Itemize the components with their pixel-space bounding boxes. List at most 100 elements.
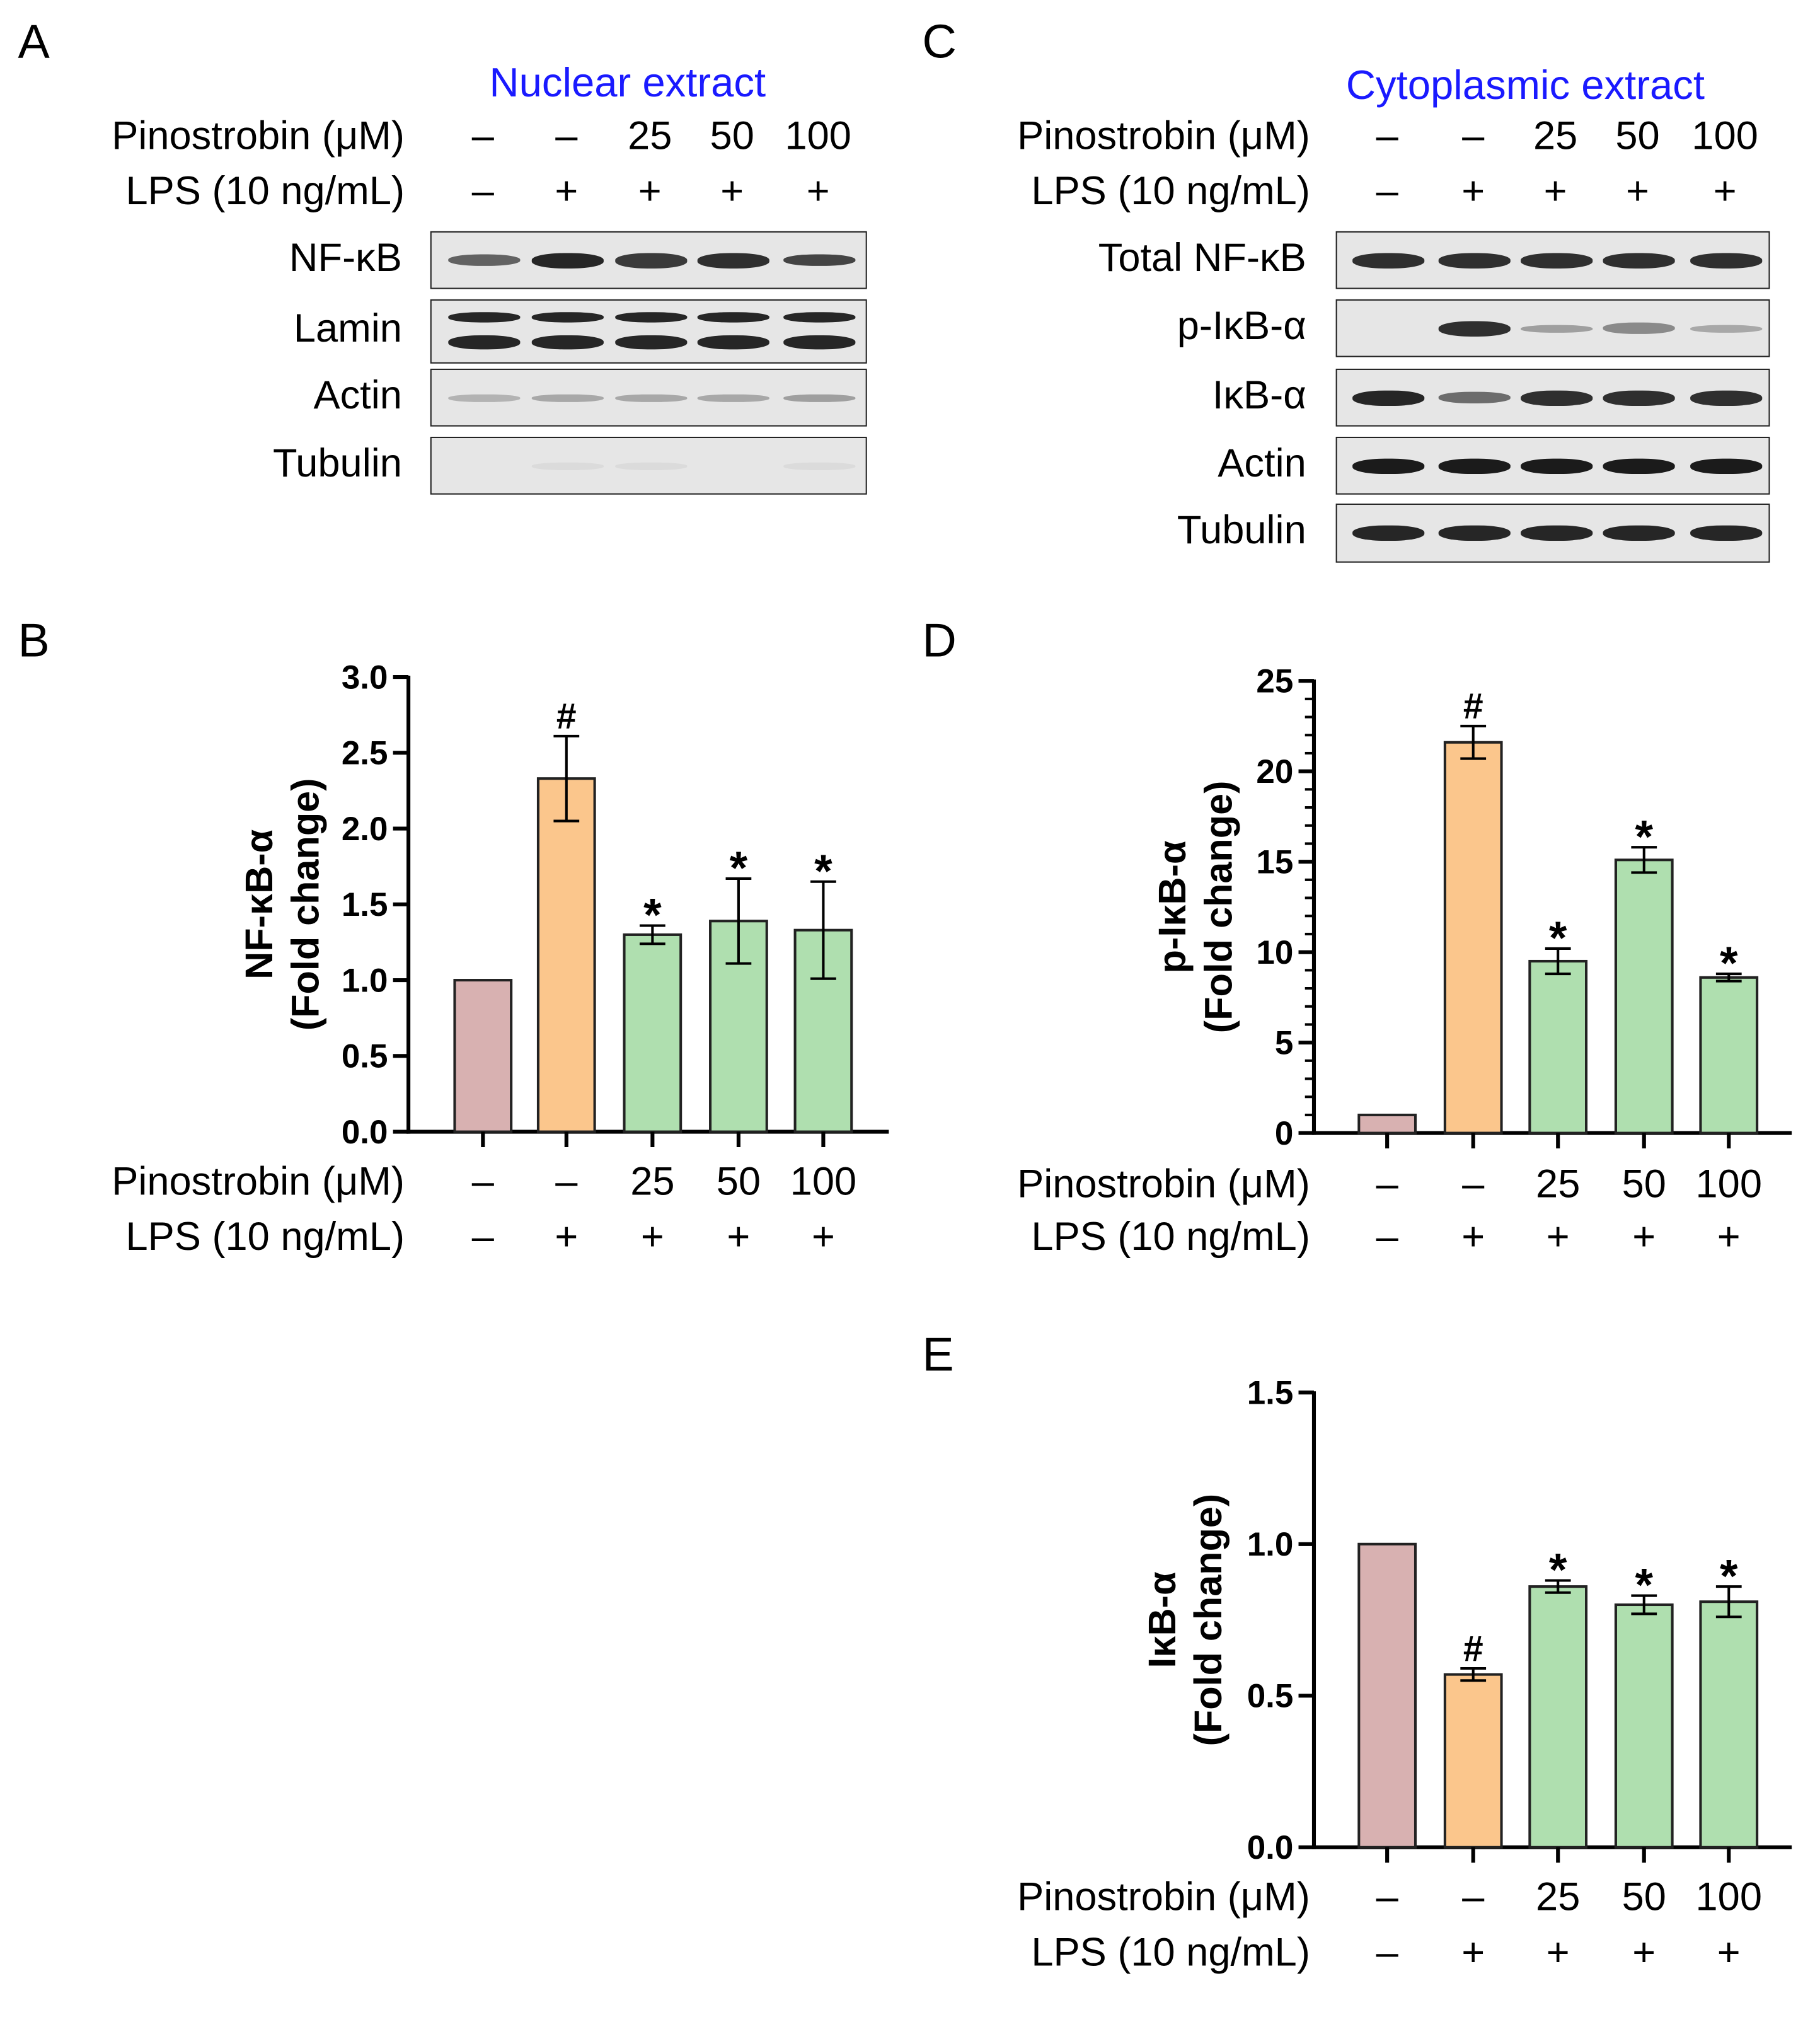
- panel-a-blot-band: [448, 393, 521, 402]
- panel-c-lps-value: –: [1376, 168, 1398, 214]
- y-axis-label-line2: (Fold change): [284, 778, 326, 1031]
- panel-a-blot-band: [615, 313, 688, 323]
- panel-d-letter: D: [922, 614, 957, 667]
- panel-a-pinostrobin-value: –: [471, 113, 494, 158]
- y-tick-label: 0.5: [342, 1038, 388, 1075]
- y-tick-label: 0.5: [1247, 1678, 1294, 1715]
- panel-c-blot-label: Actin: [1218, 440, 1306, 485]
- panel-c-blot-label: p-IκB-α: [1177, 302, 1306, 348]
- significance-marker: *: [1720, 937, 1738, 989]
- panel-c-blot-band: [1521, 252, 1593, 268]
- panel-e-lps-label: LPS (10 ng/mL): [1031, 1929, 1310, 1975]
- y-tick-label: 15: [1256, 844, 1293, 881]
- significance-marker: *: [814, 845, 832, 897]
- significance-marker: #: [1463, 1629, 1483, 1669]
- panel-a-letter: A: [18, 15, 50, 69]
- bar: [1357, 1542, 1417, 1849]
- panel-b-lps-value: +: [811, 1214, 835, 1259]
- bar: [1443, 1673, 1503, 1849]
- y-tick-label: 1.0: [342, 962, 388, 999]
- panel-e-pinostrobin-label: Pinostrobin (μM): [1017, 1874, 1310, 1919]
- y-axis-label-line1: p-IκB-α: [1151, 840, 1194, 973]
- panel-c-lps-value: +: [1543, 168, 1567, 214]
- panel-b-pinostrobin-value: –: [555, 1158, 578, 1204]
- panel-c-blot-band: [1521, 525, 1593, 541]
- panel-a-blot-image: [430, 368, 867, 427]
- panel-c-blot-band: [1603, 458, 1675, 474]
- panel-c-pinostrobin-value: 50: [1615, 113, 1660, 158]
- panel-a-blot-image: [430, 299, 867, 364]
- panel-a-blot-label: NF-κB: [289, 234, 402, 280]
- panel-c-blot-image: [1335, 231, 1770, 289]
- panel-a-blot-band: [697, 252, 769, 268]
- significance-marker: *: [730, 842, 748, 894]
- panel-d-lps-value: +: [1632, 1214, 1656, 1259]
- panel-a-blot-band: [531, 252, 604, 268]
- panel-b-pinostrobin-label: Pinostrobin (μM): [112, 1158, 405, 1204]
- panel-e-lps-value: –: [1376, 1929, 1398, 1975]
- panel-c-blot-band: [1603, 390, 1675, 406]
- panel-a-heading: Nuclear extract: [489, 59, 766, 106]
- panel-b-pinostrobin-value: –: [471, 1158, 494, 1204]
- chart-d-svg: 0 5 10 15 20 25 p-IκB-α (Fold change) # * * *: [1151, 663, 1792, 1152]
- panel-a-blot-band: [697, 335, 769, 350]
- panel-d-lps-value: +: [1717, 1214, 1741, 1259]
- bar: [623, 933, 682, 1133]
- panel-a-blot-band: [783, 313, 856, 323]
- y-axis-label-line2: (Fold change): [1187, 1494, 1230, 1747]
- panel-e-lps-value: +: [1632, 1929, 1656, 1975]
- panel-a-blot-band: [615, 461, 688, 470]
- panel-e-pinostrobin-value: –: [1462, 1874, 1485, 1919]
- panel-a-blot-band: [448, 335, 521, 350]
- y-tick-label: 25: [1256, 663, 1293, 700]
- panel-c-blot-band: [1352, 525, 1425, 541]
- panel-e-pinostrobin-value: –: [1376, 1874, 1398, 1919]
- bar: [536, 777, 596, 1133]
- panel-b-lps-value: –: [471, 1214, 494, 1259]
- panel-a-pinostrobin-label: Pinostrobin (μM): [112, 113, 405, 158]
- panel-d-lps-value: +: [1546, 1214, 1570, 1259]
- panel-b-lps-value: +: [727, 1214, 751, 1259]
- panel-a-blot-label: Actin: [313, 372, 402, 417]
- y-tick-label: 10: [1256, 934, 1293, 971]
- panel-a-pinostrobin-value: 100: [785, 113, 851, 158]
- panel-c-blot-label: IκB-α: [1212, 372, 1306, 417]
- panel-c-lps-value: +: [1713, 168, 1737, 214]
- panel-c-lps-value: +: [1461, 168, 1485, 214]
- bar: [1699, 976, 1759, 1135]
- panel-d-pinostrobin-value: 50: [1621, 1161, 1666, 1206]
- panel-c-pinostrobin-value: –: [1376, 113, 1398, 158]
- y-tick-label: 1.5: [342, 886, 388, 923]
- panel-b-letter: B: [18, 614, 50, 667]
- panel-c-blot-band: [1603, 322, 1675, 334]
- panel-c-blot-image: [1335, 299, 1770, 357]
- panel-b-lps-value: +: [640, 1214, 664, 1259]
- panel-a-pinostrobin-value: 25: [628, 113, 672, 158]
- panel-d-pinostrobin-label: Pinostrobin (μM): [1017, 1161, 1310, 1206]
- bar: [1528, 1585, 1588, 1849]
- panel-c-pinostrobin-label: Pinostrobin (μM): [1017, 113, 1310, 158]
- panel-a-blot-band: [531, 393, 604, 402]
- panel-a-blot-band: [615, 335, 688, 350]
- panel-a-blot-band: [697, 313, 769, 323]
- bar: [1357, 1113, 1417, 1135]
- panel-e-lps-value: +: [1461, 1929, 1485, 1975]
- y-tick-label: 0.0: [342, 1114, 388, 1151]
- significance-marker: *: [643, 889, 662, 941]
- panel-a-blot-image: [430, 436, 867, 495]
- panel-a-blot-band: [531, 313, 604, 323]
- panel-a-pinostrobin-value: 50: [710, 113, 754, 158]
- bar: [1528, 959, 1588, 1135]
- bar: [1443, 741, 1503, 1135]
- y-tick-label: 1.0: [1247, 1526, 1294, 1563]
- panel-c-lps-label: LPS (10 ng/mL): [1031, 168, 1310, 214]
- panel-b-lps-value: +: [555, 1214, 579, 1259]
- chart-b-svg: 0.0 0.5 1.0 1.5 2.0 2.5 3.0 NF-κB-α (Fold change…: [238, 659, 889, 1151]
- y-tick-label: 20: [1256, 753, 1293, 790]
- significance-marker: *: [1635, 811, 1653, 862]
- panel-c-blot-band: [1438, 525, 1511, 541]
- panel-c-blot-image: [1335, 436, 1770, 495]
- panel-c-letter: C: [922, 15, 957, 69]
- panel-c-blot-band: [1690, 390, 1763, 406]
- panel-c-blot-band: [1438, 320, 1511, 336]
